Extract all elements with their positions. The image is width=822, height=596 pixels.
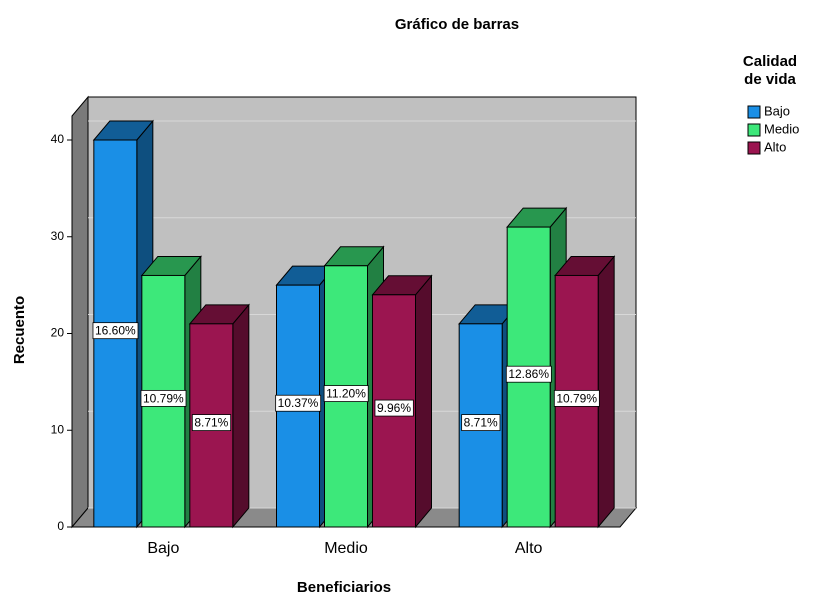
legend-label: Bajo (764, 103, 790, 118)
value-label-box (374, 399, 414, 417)
x-axis-label: Beneficiarios (297, 579, 391, 596)
value-label-box (323, 385, 369, 402)
value-label: 8.71% (194, 416, 228, 430)
y-tick-label: 40 (51, 132, 65, 146)
x-tick-label: Bajo (147, 540, 179, 557)
side-wall (71, 95, 89, 529)
value-label-box (191, 414, 232, 431)
value-label-box (461, 414, 501, 431)
legend-title: de vida (744, 71, 796, 88)
bar-side (597, 255, 615, 529)
y-tick-label: 20 (51, 326, 65, 340)
value-label-box (275, 394, 322, 412)
value-label: 10.37% (278, 396, 319, 410)
value-label: 16.60% (95, 324, 136, 338)
value-label: 8.71% (464, 416, 498, 430)
value-label: 10.79% (143, 391, 184, 405)
value-label-box (92, 322, 139, 340)
x-tick-label: Alto (515, 540, 543, 557)
bar-side (232, 303, 250, 529)
legend-label: Medio (764, 121, 799, 136)
value-label-box (140, 389, 187, 407)
value-label: 12.86% (508, 367, 549, 381)
y-tick-label: 0 (57, 519, 64, 533)
value-label: 9.96% (377, 401, 411, 415)
y-tick-label: 30 (51, 229, 65, 243)
value-label: 10.79% (556, 391, 597, 405)
value-label-box (553, 389, 600, 407)
y-axis-label: Recuento (11, 296, 28, 364)
legend-label: Alto (764, 139, 786, 154)
legend-swatch (747, 123, 761, 137)
x-tick-label: Medio (324, 540, 368, 557)
legend-swatch (747, 105, 761, 119)
value-label-box (505, 365, 552, 383)
legend-swatch (747, 141, 761, 155)
chart-title: Gráfico de barras (395, 16, 519, 33)
legend-title: Calidad (743, 53, 797, 70)
bar-side (415, 274, 432, 529)
value-label: 11.20% (326, 387, 366, 401)
y-tick-label: 10 (51, 422, 65, 436)
